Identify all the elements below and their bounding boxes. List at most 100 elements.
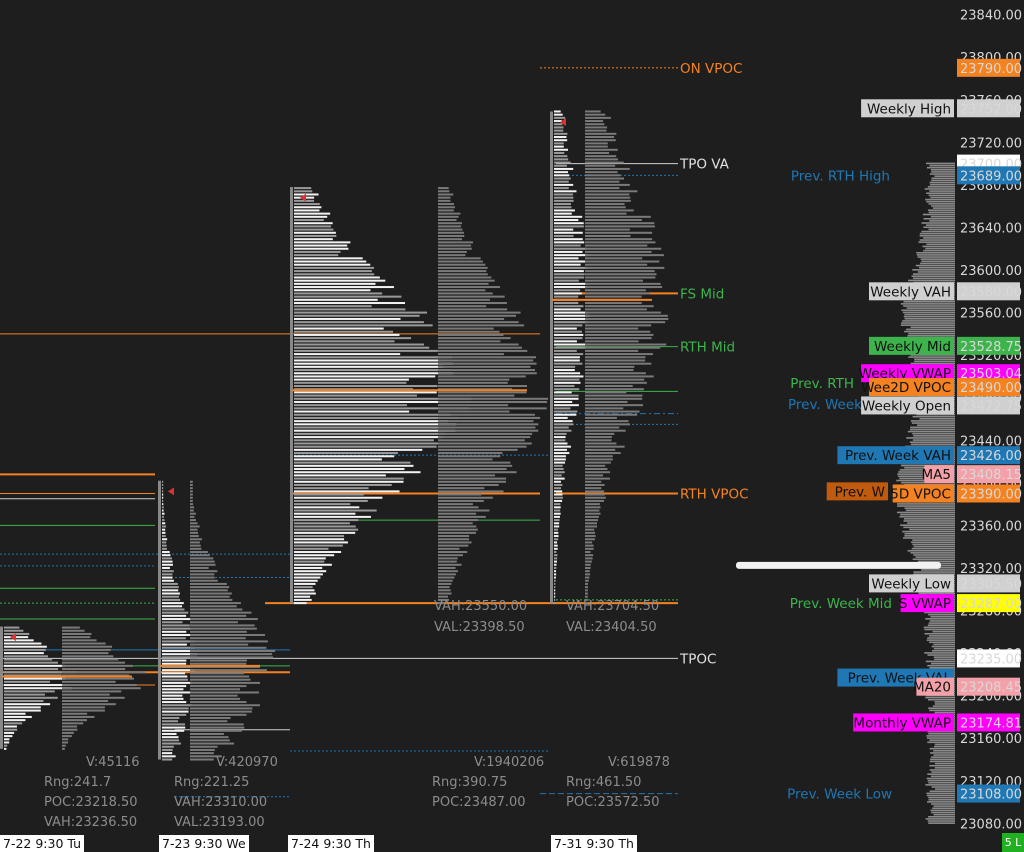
axis-tick: 23640.00 — [960, 221, 1022, 236]
tpo-row — [4, 658, 53, 661]
volume-row — [585, 477, 610, 480]
tpo-row — [4, 642, 42, 645]
tpo-row — [294, 519, 359, 522]
tpo-row — [554, 432, 567, 435]
volume-row — [438, 333, 504, 336]
composite-volume-row — [929, 220, 955, 222]
volume-row — [585, 148, 618, 151]
composite-volume-row — [931, 177, 955, 180]
tpo-row — [294, 576, 321, 579]
volume-row — [62, 677, 134, 680]
tpo-row — [554, 436, 566, 439]
volume-row — [438, 381, 508, 384]
composite-volume-row — [925, 696, 955, 699]
session-va-stat: VAL:23404.50 — [566, 620, 657, 635]
volume-row — [438, 321, 519, 324]
tpo-row — [162, 640, 196, 643]
tpo-row — [554, 337, 583, 340]
tpo-row — [554, 586, 556, 589]
tpo-row — [294, 426, 451, 429]
tpo-row — [162, 525, 167, 528]
volume-row — [190, 611, 252, 614]
tpo-row — [554, 445, 571, 448]
volume-row — [190, 649, 276, 652]
tpo-row — [554, 551, 557, 554]
volume-row — [438, 286, 501, 289]
volume-row — [62, 639, 97, 642]
volume-row — [438, 260, 483, 263]
composite-volume-row — [933, 805, 955, 807]
tpo-row — [554, 535, 559, 538]
tpo-row — [554, 158, 569, 161]
tpo-row — [554, 381, 581, 384]
price-axis[interactable]: 23840.0023800.0023760.0023720.0023700.00… — [955, 0, 1024, 852]
volume-row — [438, 273, 488, 276]
composite-volume-row — [924, 611, 955, 614]
composite-volume-row — [907, 430, 955, 433]
tpo-row — [4, 668, 59, 671]
volume-row — [62, 664, 133, 667]
volume-row — [438, 308, 508, 311]
volume-row — [585, 174, 621, 177]
tpo-row — [554, 333, 584, 336]
time-axis[interactable]: 7-22 9:30 Tu 7-23 9:30 We 7-24 9:30 Th 7-31… — [0, 833, 1024, 852]
volume-row — [438, 563, 462, 566]
volume-row — [585, 455, 613, 458]
composite-volume-row — [917, 424, 955, 426]
volume-row — [585, 563, 591, 566]
tpo-row — [162, 560, 173, 563]
composite-volume-row — [933, 750, 955, 752]
composite-volume-row — [929, 641, 955, 644]
price-tag: 23108.00 — [960, 788, 1022, 803]
volume-row — [585, 247, 662, 250]
composite-volume-row — [912, 539, 955, 541]
tpo-row — [294, 187, 312, 190]
volume-row — [438, 506, 479, 509]
volume-row — [585, 183, 630, 186]
volume-row — [190, 519, 196, 522]
tpo-row — [554, 468, 564, 471]
composite-volume-row — [912, 269, 955, 271]
volume-row — [190, 624, 255, 627]
composite-volume-row — [931, 662, 955, 665]
volume-row — [438, 525, 477, 528]
tpo-row — [294, 238, 333, 241]
tpo-row — [4, 719, 26, 722]
tpo-row — [294, 295, 402, 298]
composite-volume-row — [926, 794, 955, 797]
tpo-row — [162, 643, 187, 646]
level-label: RTH VPOC — [680, 486, 749, 502]
volume-row — [438, 292, 493, 295]
tpo-row — [554, 592, 556, 595]
tpo-row — [554, 257, 579, 260]
tpo-row — [294, 330, 394, 333]
tpo-row — [162, 544, 167, 547]
tpo-row — [554, 142, 564, 145]
tpo-row — [294, 365, 444, 368]
tpo-row — [162, 665, 192, 668]
tpo-row — [294, 429, 456, 432]
tpo-row — [294, 506, 360, 509]
tpo-row — [554, 302, 579, 305]
tpo-row — [554, 560, 557, 563]
price-tag: 23408.15 — [960, 468, 1022, 483]
composite-volume-row — [928, 815, 955, 818]
volume-row — [585, 474, 604, 477]
volume-row — [438, 317, 505, 320]
tpo-row — [294, 560, 325, 563]
volume-row — [585, 391, 627, 394]
price-tag-bg — [957, 649, 1020, 668]
tpo-row — [554, 413, 577, 416]
composite-volume-row — [928, 698, 955, 701]
tpo-row — [162, 570, 174, 573]
corner-badge[interactable]: 5 L — [1002, 833, 1024, 852]
tpo-row — [554, 123, 563, 126]
volume-row — [190, 675, 250, 678]
volume-row — [585, 509, 600, 512]
tpo-row — [162, 627, 191, 630]
level-label: Prev. W — [835, 484, 885, 500]
composite-volume-row — [923, 626, 955, 629]
volume-row — [62, 696, 125, 699]
tpo-row — [554, 566, 557, 569]
